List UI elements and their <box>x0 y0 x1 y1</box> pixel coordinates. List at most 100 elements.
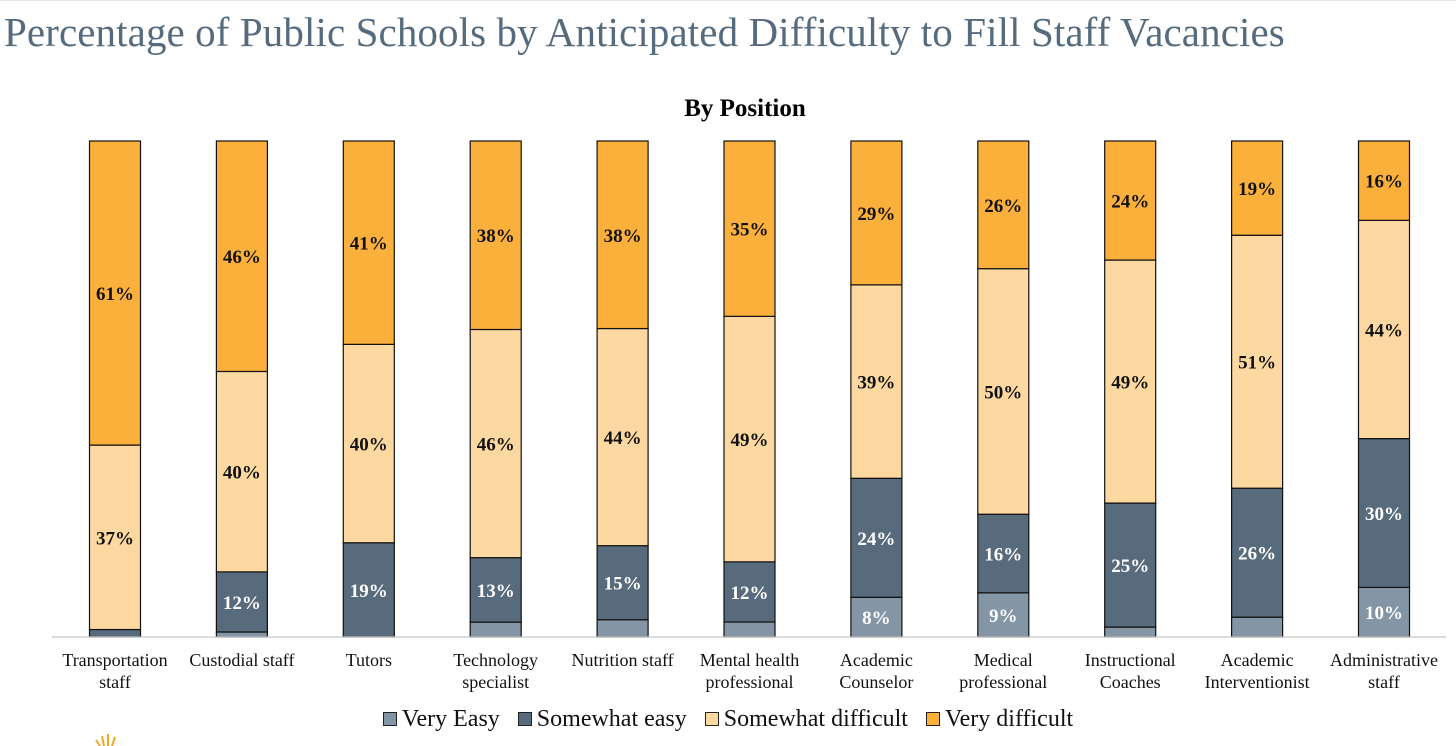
legend-item-very-easy: Very Easy <box>382 705 500 733</box>
data-label-administrative-staff-very-difficult: 16% <box>1365 172 1403 193</box>
data-label-instructional-coaches-somewhat-difficult: 49% <box>1111 373 1149 394</box>
x-tick-label-mental-health-professional: Mental health professional <box>700 650 799 692</box>
bar-segment-instructional-coaches-somewhat-difficult <box>1104 259 1157 504</box>
data-label-nutrition-staff-somewhat-easy: 15% <box>604 574 642 595</box>
data-label-academic-interventionist-somewhat-difficult: 51% <box>1238 353 1276 374</box>
data-label-academic-interventionist-very-difficult: 19% <box>1238 179 1276 200</box>
data-label-medical-professional-very-difficult: 26% <box>984 196 1022 217</box>
x-tick-label-custodial-staff: Custodial staff <box>189 650 294 670</box>
bar-segment-administrative-staff-somewhat-easy <box>1357 438 1411 589</box>
bar-segment-administrative-staff-somewhat-difficult <box>1357 219 1411 440</box>
bar-segment-transportation-staff-somewhat-easy <box>88 628 142 638</box>
bar-segment-nutrition-staff-very-easy <box>596 619 649 638</box>
page-title: Percentage of Public Schools by Anticipa… <box>4 9 1285 55</box>
data-label-mental-health-professional-somewhat-easy: 12% <box>731 583 769 604</box>
bar-segment-mental-health-professional-very-difficult <box>723 140 776 317</box>
bar-segment-tutors-very-difficult <box>342 140 395 345</box>
bar-segment-academic-interventionist-very-easy <box>1230 616 1284 638</box>
bar-segment-custodial-staff-very-difficult <box>215 140 268 373</box>
legend-item-very-difficult: Very difficult <box>925 705 1074 733</box>
data-label-nutrition-staff-very-difficult: 38% <box>604 226 642 247</box>
data-label-nutrition-staff-somewhat-difficult: 44% <box>604 428 642 449</box>
data-label-academic-counselor-somewhat-difficult: 39% <box>857 373 895 394</box>
legend-label-very-easy: Very Easy <box>401 705 500 732</box>
legend-item-somewhat-difficult: Somewhat difficult <box>704 705 908 733</box>
bar-segment-instructional-coaches-very-easy <box>1104 626 1157 638</box>
bar-segment-nutrition-staff-somewhat-difficult <box>596 327 649 547</box>
data-label-transportation-staff-very-difficult: 61% <box>96 284 134 305</box>
bar-segment-nutrition-staff-very-difficult <box>596 140 649 330</box>
legend-label-somewhat-difficult: Somewhat difficult <box>723 705 908 732</box>
legend-swatch-somewhat-difficult <box>704 712 719 726</box>
data-label-tutors-somewhat-easy: 19% <box>350 581 388 602</box>
sunburst-logo-icon <box>95 734 116 746</box>
bar-segment-academic-interventionist-very-difficult <box>1230 140 1284 236</box>
bar-segment-medical-professional-somewhat-difficult <box>977 268 1030 515</box>
top-divider <box>0 0 1456 1</box>
bars-group: 37% 61% 12% 40% 46% 19% 40% 41% 13% 46% 38% 15% 44% 3… <box>88 140 1411 638</box>
legend-label-somewhat-easy: Somewhat easy <box>536 705 687 732</box>
bar-segment-transportation-staff-very-difficult <box>88 140 142 446</box>
bar-segment-tutors-somewhat-difficult <box>342 343 395 544</box>
bar-segment-academic-counselor-somewhat-easy <box>850 477 903 598</box>
bar-segment-academic-interventionist-somewhat-easy <box>1230 487 1284 618</box>
data-label-mental-health-professional-very-difficult: 35% <box>731 220 769 241</box>
data-label-medical-professional-very-easy: 9% <box>989 606 1018 627</box>
x-tick-label-tutors: Tutors <box>346 650 392 670</box>
data-label-technology-specialist-somewhat-difficult: 46% <box>477 435 515 456</box>
data-label-administrative-staff-very-easy: 10% <box>1365 603 1403 624</box>
bar-segment-instructional-coaches-somewhat-easy <box>1104 502 1157 628</box>
data-label-tutors-somewhat-difficult: 40% <box>350 435 388 456</box>
bar-segment-technology-specialist-very-difficult <box>469 140 522 331</box>
data-label-instructional-coaches-somewhat-easy: 25% <box>1111 556 1149 577</box>
bar-segment-mental-health-professional-somewhat-difficult <box>723 315 776 563</box>
data-label-transportation-staff-somewhat-difficult: 37% <box>96 528 134 549</box>
x-tick-label-instructional-coaches: Instructional Coaches <box>1085 650 1176 692</box>
x-tick-label-transportation-staff: Transportation staff <box>62 650 167 692</box>
data-label-mental-health-professional-somewhat-difficult: 49% <box>731 430 769 451</box>
bar-segment-custodial-staff-very-easy <box>215 631 268 638</box>
bar-segment-academic-interventionist-somewhat-difficult <box>1230 234 1284 489</box>
data-label-medical-professional-somewhat-easy: 16% <box>984 545 1022 566</box>
data-label-academic-counselor-very-difficult: 29% <box>857 204 895 225</box>
bar-segment-custodial-staff-somewhat-easy <box>215 571 268 633</box>
data-label-custodial-staff-very-difficult: 46% <box>223 247 261 268</box>
data-label-tutors-very-difficult: 41% <box>350 234 388 255</box>
x-tick-label-academic-interventionist: Academic Interventionist <box>1205 650 1310 692</box>
data-label-academic-counselor-very-easy: 8% <box>862 608 891 629</box>
data-label-technology-specialist-very-difficult: 38% <box>477 226 515 247</box>
legend-swatch-very-easy <box>382 712 397 726</box>
bar-segment-academic-counselor-very-difficult <box>850 140 903 286</box>
chart-legend: Very Easy Somewhat easy Somewhat difficult… <box>0 704 1456 734</box>
bar-segment-technology-specialist-very-easy <box>469 621 522 638</box>
data-label-custodial-staff-somewhat-easy: 12% <box>223 593 261 614</box>
bar-segment-technology-specialist-somewhat-easy <box>469 557 522 623</box>
legend-label-very-difficult: Very difficult <box>944 705 1074 732</box>
bar-segment-administrative-staff-very-difficult <box>1357 140 1411 221</box>
bar-segment-mental-health-professional-very-easy <box>723 621 776 638</box>
bar-segment-academic-counselor-very-easy <box>850 596 903 638</box>
x-tick-labels: Transportation staff Custodial staff Tutors… <box>62 650 1438 692</box>
data-label-instructional-coaches-very-difficult: 24% <box>1111 192 1149 213</box>
x-tick-label-administrative-staff: Administrative staff <box>1330 650 1438 692</box>
x-tick-label-nutrition-staff: Nutrition staff <box>572 650 674 670</box>
bar-segment-medical-professional-somewhat-easy <box>977 513 1030 594</box>
data-label-medical-professional-somewhat-difficult: 50% <box>984 382 1022 403</box>
bar-segment-instructional-coaches-very-difficult <box>1104 140 1157 261</box>
bar-segment-nutrition-staff-somewhat-easy <box>596 545 649 621</box>
bar-segment-technology-specialist-somewhat-difficult <box>469 328 522 559</box>
bar-segment-academic-counselor-somewhat-difficult <box>850 284 903 479</box>
data-label-technology-specialist-somewhat-easy: 13% <box>477 581 515 602</box>
bar-segment-transportation-staff-somewhat-difficult <box>88 444 142 631</box>
legend-item-somewhat-easy: Somewhat easy <box>517 705 687 733</box>
bar-segment-mental-health-professional-somewhat-easy <box>723 561 776 623</box>
data-label-administrative-staff-somewhat-difficult: 44% <box>1365 320 1403 341</box>
data-label-academic-interventionist-somewhat-easy: 26% <box>1238 544 1276 565</box>
chart-title: By Position <box>684 95 806 122</box>
legend-swatch-somewhat-easy <box>517 712 532 726</box>
bar-segment-medical-professional-very-difficult <box>977 140 1030 270</box>
stacked-bar-chart: By Position 37% 61% 12% 40% 46% 19% 40% 41% 13% 4… <box>52 95 1446 692</box>
data-label-administrative-staff-somewhat-easy: 30% <box>1365 504 1403 525</box>
legend-swatch-very-difficult <box>925 712 940 726</box>
x-tick-label-technology-specialist: Technology specialist <box>453 650 538 692</box>
